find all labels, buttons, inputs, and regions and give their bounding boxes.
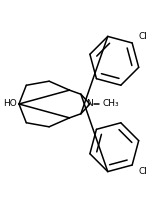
Text: CH₃: CH₃ [102, 99, 119, 109]
Text: Cl: Cl [138, 167, 147, 176]
Text: Cl: Cl [138, 32, 147, 41]
Text: HO: HO [4, 99, 17, 109]
Text: N: N [86, 99, 93, 109]
